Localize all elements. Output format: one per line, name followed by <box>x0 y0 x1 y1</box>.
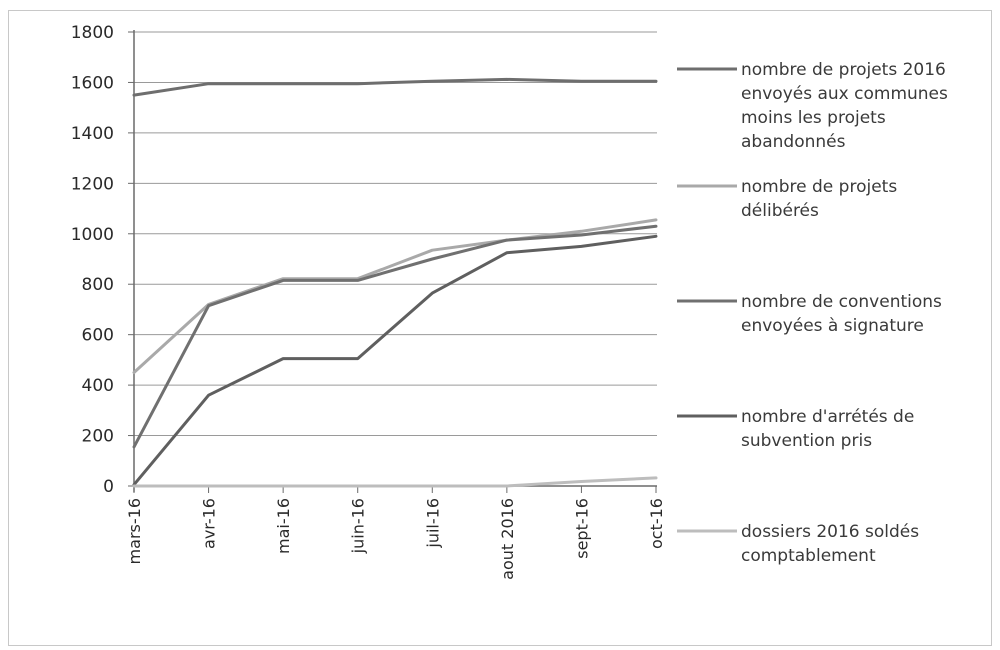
x-tick-label: mars-16 <box>125 498 144 564</box>
x-tick-label: oct-16 <box>647 498 666 549</box>
legend-label: comptablement <box>741 546 876 566</box>
x-tick-label: avr-16 <box>200 498 219 549</box>
legend-label: nombre d'arrétés de <box>741 407 914 427</box>
legend-label: envoyées à signature <box>741 316 924 336</box>
series-line-2 <box>132 218 658 374</box>
x-tick-label: mai-16 <box>274 498 293 554</box>
y-tick-label: 1200 <box>71 174 114 194</box>
legend-label: nombre de projets 2016 <box>741 60 946 80</box>
legend-label: nombre de conventions <box>741 292 942 312</box>
legend-label: abandonnés <box>741 132 846 152</box>
series-line-4 <box>132 234 658 487</box>
series-line-1 <box>132 77 658 97</box>
y-tick-label: 200 <box>82 427 114 447</box>
y-tick-label: 1000 <box>71 225 114 245</box>
x-tick-label: sept-16 <box>572 498 591 559</box>
legend-item-3: nombre de conventions envoyées à signatur… <box>677 292 942 336</box>
x-tick-label: aout 2016 <box>498 498 517 580</box>
y-tick-label: 0 <box>103 477 114 497</box>
legend-label: délibérés <box>741 201 819 221</box>
legend-item-4: nombre d'arrétés de subvention pris <box>677 407 914 451</box>
y-tick-label: 600 <box>82 326 114 346</box>
x-tick-label: juil-16 <box>423 498 442 549</box>
legend-label: moins les projets <box>741 108 886 128</box>
series-line-5 <box>132 476 658 488</box>
y-tick-label: 1800 <box>71 23 114 43</box>
legend-label: subvention pris <box>741 431 872 451</box>
y-tick-label: 1400 <box>71 124 114 144</box>
series-line-3 <box>132 224 658 449</box>
legend-item-1: nombre de projets 2016 envoyés aux commun… <box>677 60 948 152</box>
legend-label: dossiers 2016 soldés <box>741 522 919 542</box>
line-chart: 0 200 400 600 800 1000 1200 1400 1600 1800 mars-16… <box>71 23 948 580</box>
legend-label: nombre de projets <box>741 177 897 197</box>
legend-item-2: nombre de projets délibérés <box>677 177 897 221</box>
legend-label: envoyés aux communes <box>741 84 948 104</box>
legend-item-5: dossiers 2016 soldés comptablement <box>677 522 919 566</box>
y-tick-label: 400 <box>82 376 114 396</box>
y-tick-label: 1600 <box>71 73 114 93</box>
x-tick-label: juin-16 <box>349 498 368 554</box>
y-tick-label: 800 <box>82 275 114 295</box>
chart-frame: 0 200 400 600 800 1000 1200 1400 1600 1800 mars-16… <box>8 10 992 646</box>
